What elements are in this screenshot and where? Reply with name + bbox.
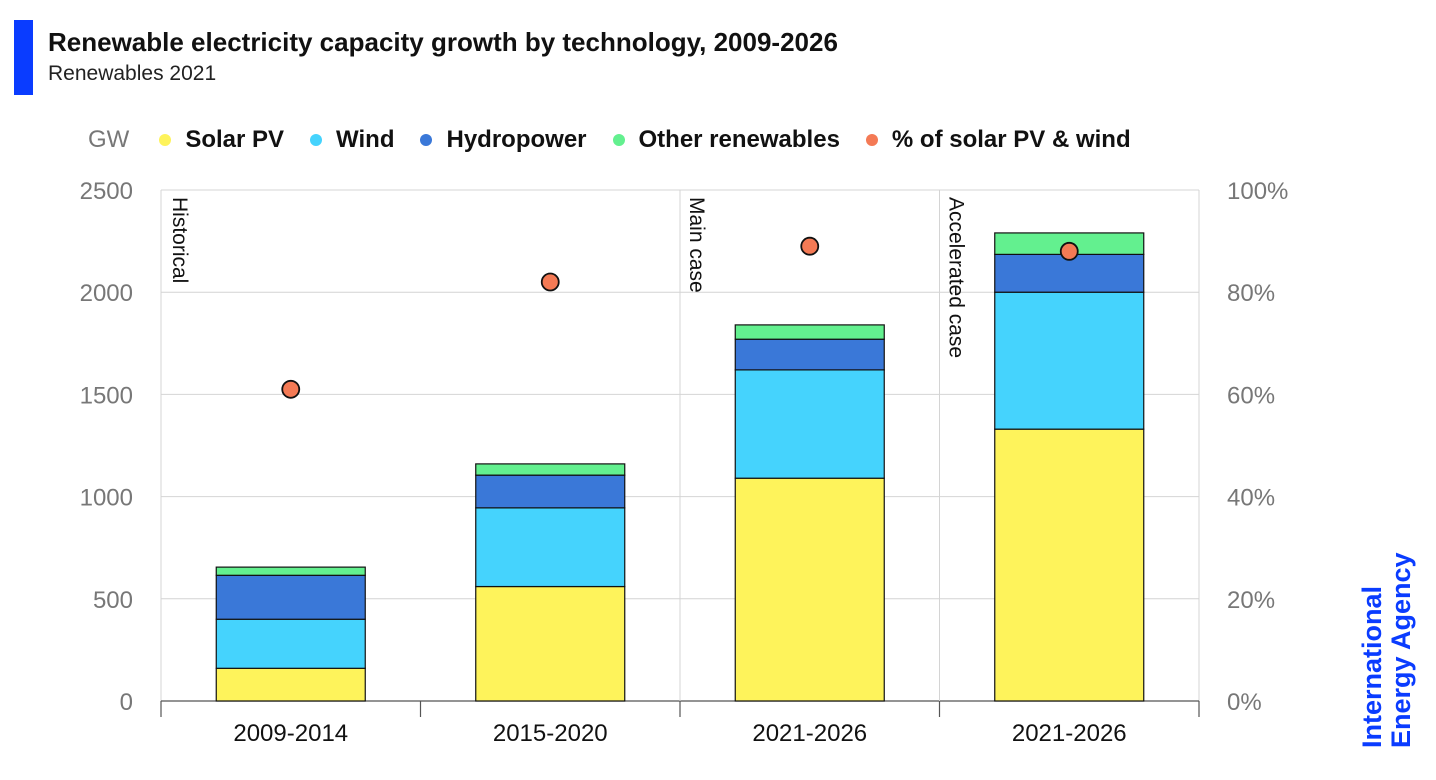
legend-item-solar-pv: Solar PV <box>159 126 284 154</box>
legend-label-solar-pv: Solar PV <box>185 126 285 153</box>
bar-segment-wind <box>215 618 366 669</box>
y2-tick-label: 60% <box>1227 382 1275 409</box>
bar-segment-wind <box>734 369 885 479</box>
bar-segment-hydropower <box>734 338 885 371</box>
other-renewables-dot-icon <box>612 134 625 146</box>
y-tick-label: 1500 <box>80 382 133 409</box>
bar-segment-solar-pv <box>215 667 366 702</box>
hydropower-dot-icon <box>420 134 433 146</box>
legend: GW Solar PV Wind Hydropower Other renewa… <box>88 124 1157 156</box>
x-tick-label: 2015-2020 <box>493 720 608 747</box>
share-point <box>800 236 820 256</box>
y2-tick-label: 40% <box>1227 485 1275 512</box>
bar-segment-hydropower <box>475 474 626 509</box>
y2-tick-label: 20% <box>1227 587 1275 614</box>
y2-tick-label: 80% <box>1227 280 1275 307</box>
share-point <box>540 272 560 292</box>
legend-label-hydropower: Hydropower <box>446 126 587 153</box>
x-tick-label: 2009-2014 <box>233 720 348 747</box>
accent-bar <box>14 20 33 95</box>
bar-segment-solar-pv <box>994 428 1145 702</box>
bar-segment-other-renewables <box>475 463 626 476</box>
bar-segment-other-renewables <box>215 566 366 576</box>
legend-unit: GW <box>88 126 130 153</box>
y-tick-label: 2500 <box>80 178 133 205</box>
section-label: Accelerated case <box>945 197 968 358</box>
section-label: Historical <box>168 197 191 283</box>
legend-label-other-renewables: Other renewables <box>638 126 840 153</box>
share-point <box>281 379 301 399</box>
legend-label-wind: Wind <box>336 126 395 153</box>
legend-item-wind: Wind <box>310 126 394 154</box>
share-dot-icon <box>865 134 878 146</box>
bar-segment-other-renewables <box>734 324 885 340</box>
y-tick-label: 1000 <box>80 485 133 512</box>
solar-pv-dot-icon <box>159 134 172 146</box>
share-point <box>1059 241 1079 261</box>
legend-item-hydropower: Hydropower <box>420 126 587 154</box>
bar-segment-solar-pv <box>475 585 626 702</box>
bar-segment-hydropower <box>215 574 366 620</box>
section-label: Main case <box>685 197 708 293</box>
y2-tick-label: 100% <box>1227 178 1288 205</box>
legend-item-share: % of solar PV & wind <box>865 126 1131 154</box>
bar-segment-wind <box>994 291 1145 430</box>
y-tick-label: 0 <box>120 689 133 716</box>
y2-tick-label: 0% <box>1227 689 1262 716</box>
y-tick-label: 500 <box>93 587 133 614</box>
bar-segment-solar-pv <box>734 477 885 702</box>
wind-dot-icon <box>310 134 323 146</box>
legend-label-share: % of solar PV & wind <box>891 126 1131 153</box>
chart-subtitle: Renewables 2021 <box>48 62 217 85</box>
legend-item-other-renewables: Other renewables <box>612 126 840 154</box>
logo-line-2: Energy Agency <box>1386 552 1416 748</box>
logo-line-1: International <box>1357 585 1387 748</box>
chart-title: Renewable electricity capacity growth by… <box>48 27 838 57</box>
x-tick-label: 2021-2026 <box>752 720 867 747</box>
y-tick-label: 2000 <box>80 280 133 307</box>
x-tick-label: 2021-2026 <box>1012 720 1127 747</box>
iea-logo: International Energy Agency <box>1357 552 1416 748</box>
bar-segment-wind <box>475 507 626 588</box>
